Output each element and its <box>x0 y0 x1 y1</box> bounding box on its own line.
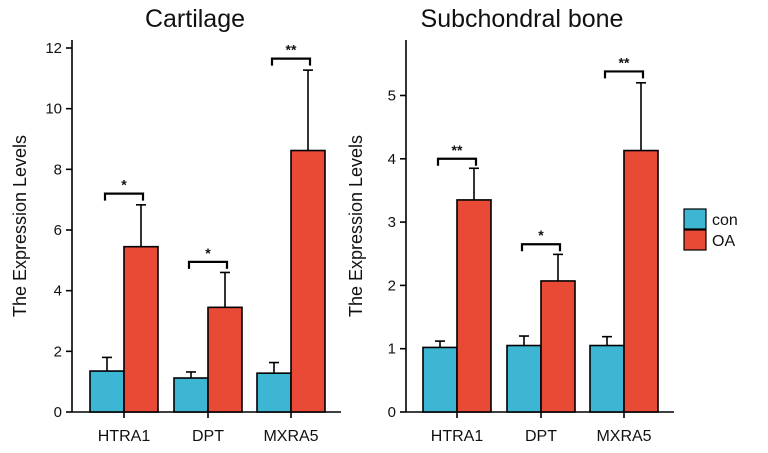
legend: con OA <box>683 208 738 251</box>
x-tick-label: MXRA5 <box>263 428 318 445</box>
bar-oa-htra1 <box>123 245 159 413</box>
significance-label: * <box>538 227 544 243</box>
significance-bracket <box>187 260 229 269</box>
y-tick-label: 12 <box>45 40 62 57</box>
y-tick-label: 0 <box>54 404 62 421</box>
legend-swatch-oa <box>683 229 707 251</box>
legend-swatch-con <box>683 208 707 230</box>
plot-area: 0 1 2 3 4 5 HTRA1 ** DPT * MXRA5 ** <box>388 40 674 445</box>
legend-label-con: con <box>712 212 738 229</box>
y-tick-label: 3 <box>388 214 396 231</box>
y-axis-label: The Expression Levels <box>10 135 30 317</box>
significance-label: ** <box>452 142 463 158</box>
plot-area: 0 2 4 6 8 10 12 HTRA1 * DPT * MXRA5 ** <box>45 40 341 445</box>
x-tick-label: HTRA1 <box>98 428 151 445</box>
y-tick-label: 2 <box>388 277 396 294</box>
significance-label: * <box>121 177 127 193</box>
significance-bracket <box>270 57 312 66</box>
significance-label: ** <box>619 54 630 70</box>
y-tick-label: 10 <box>45 101 62 118</box>
significance-bracket <box>520 243 562 252</box>
bar-oa-htra1 <box>456 199 492 413</box>
bar-con-mxra5 <box>589 344 625 413</box>
bar-oa-dpt <box>540 280 576 413</box>
y-tick-label: 1 <box>388 341 396 358</box>
x-tick-label: HTRA1 <box>431 428 484 445</box>
y-tick-label: 6 <box>54 222 62 239</box>
y-axis-label: The Expression Levels <box>346 135 366 317</box>
x-tick-label: DPT <box>192 428 224 445</box>
x-tick-label: DPT <box>525 428 557 445</box>
bar-con-dpt <box>173 377 209 413</box>
bar-oa-mxra5 <box>623 149 659 413</box>
significance-bracket <box>603 70 645 79</box>
y-tick-label: 5 <box>388 87 396 104</box>
legend-label-oa: OA <box>712 233 735 250</box>
chart-title: Cartilage <box>145 5 245 33</box>
bar-con-htra1 <box>89 370 125 413</box>
y-tick-label: 4 <box>388 151 396 168</box>
bar-con-mxra5 <box>256 372 292 413</box>
significance-label: ** <box>286 42 297 58</box>
y-tick-label: 0 <box>388 404 396 421</box>
significance-bracket <box>436 157 478 166</box>
significance-label: * <box>205 245 211 261</box>
bar-con-dpt <box>506 344 542 413</box>
bar-con-htra1 <box>422 346 458 413</box>
x-tick-label: MXRA5 <box>596 428 651 445</box>
bar-oa-dpt <box>207 306 243 413</box>
significance-bracket <box>103 192 145 201</box>
chart-title: Subchondral bone <box>421 5 624 33</box>
y-tick-label: 8 <box>54 161 62 178</box>
bar-oa-mxra5 <box>290 149 326 413</box>
y-tick-label: 4 <box>54 283 62 300</box>
cartilage-chart: Cartilage The Expression Levels 0 2 4 6 8 10 1… <box>10 5 341 445</box>
y-tick-label: 2 <box>54 343 62 360</box>
subchondral-bone-chart: Subchondral bone The Expression Levels 0… <box>346 5 674 445</box>
